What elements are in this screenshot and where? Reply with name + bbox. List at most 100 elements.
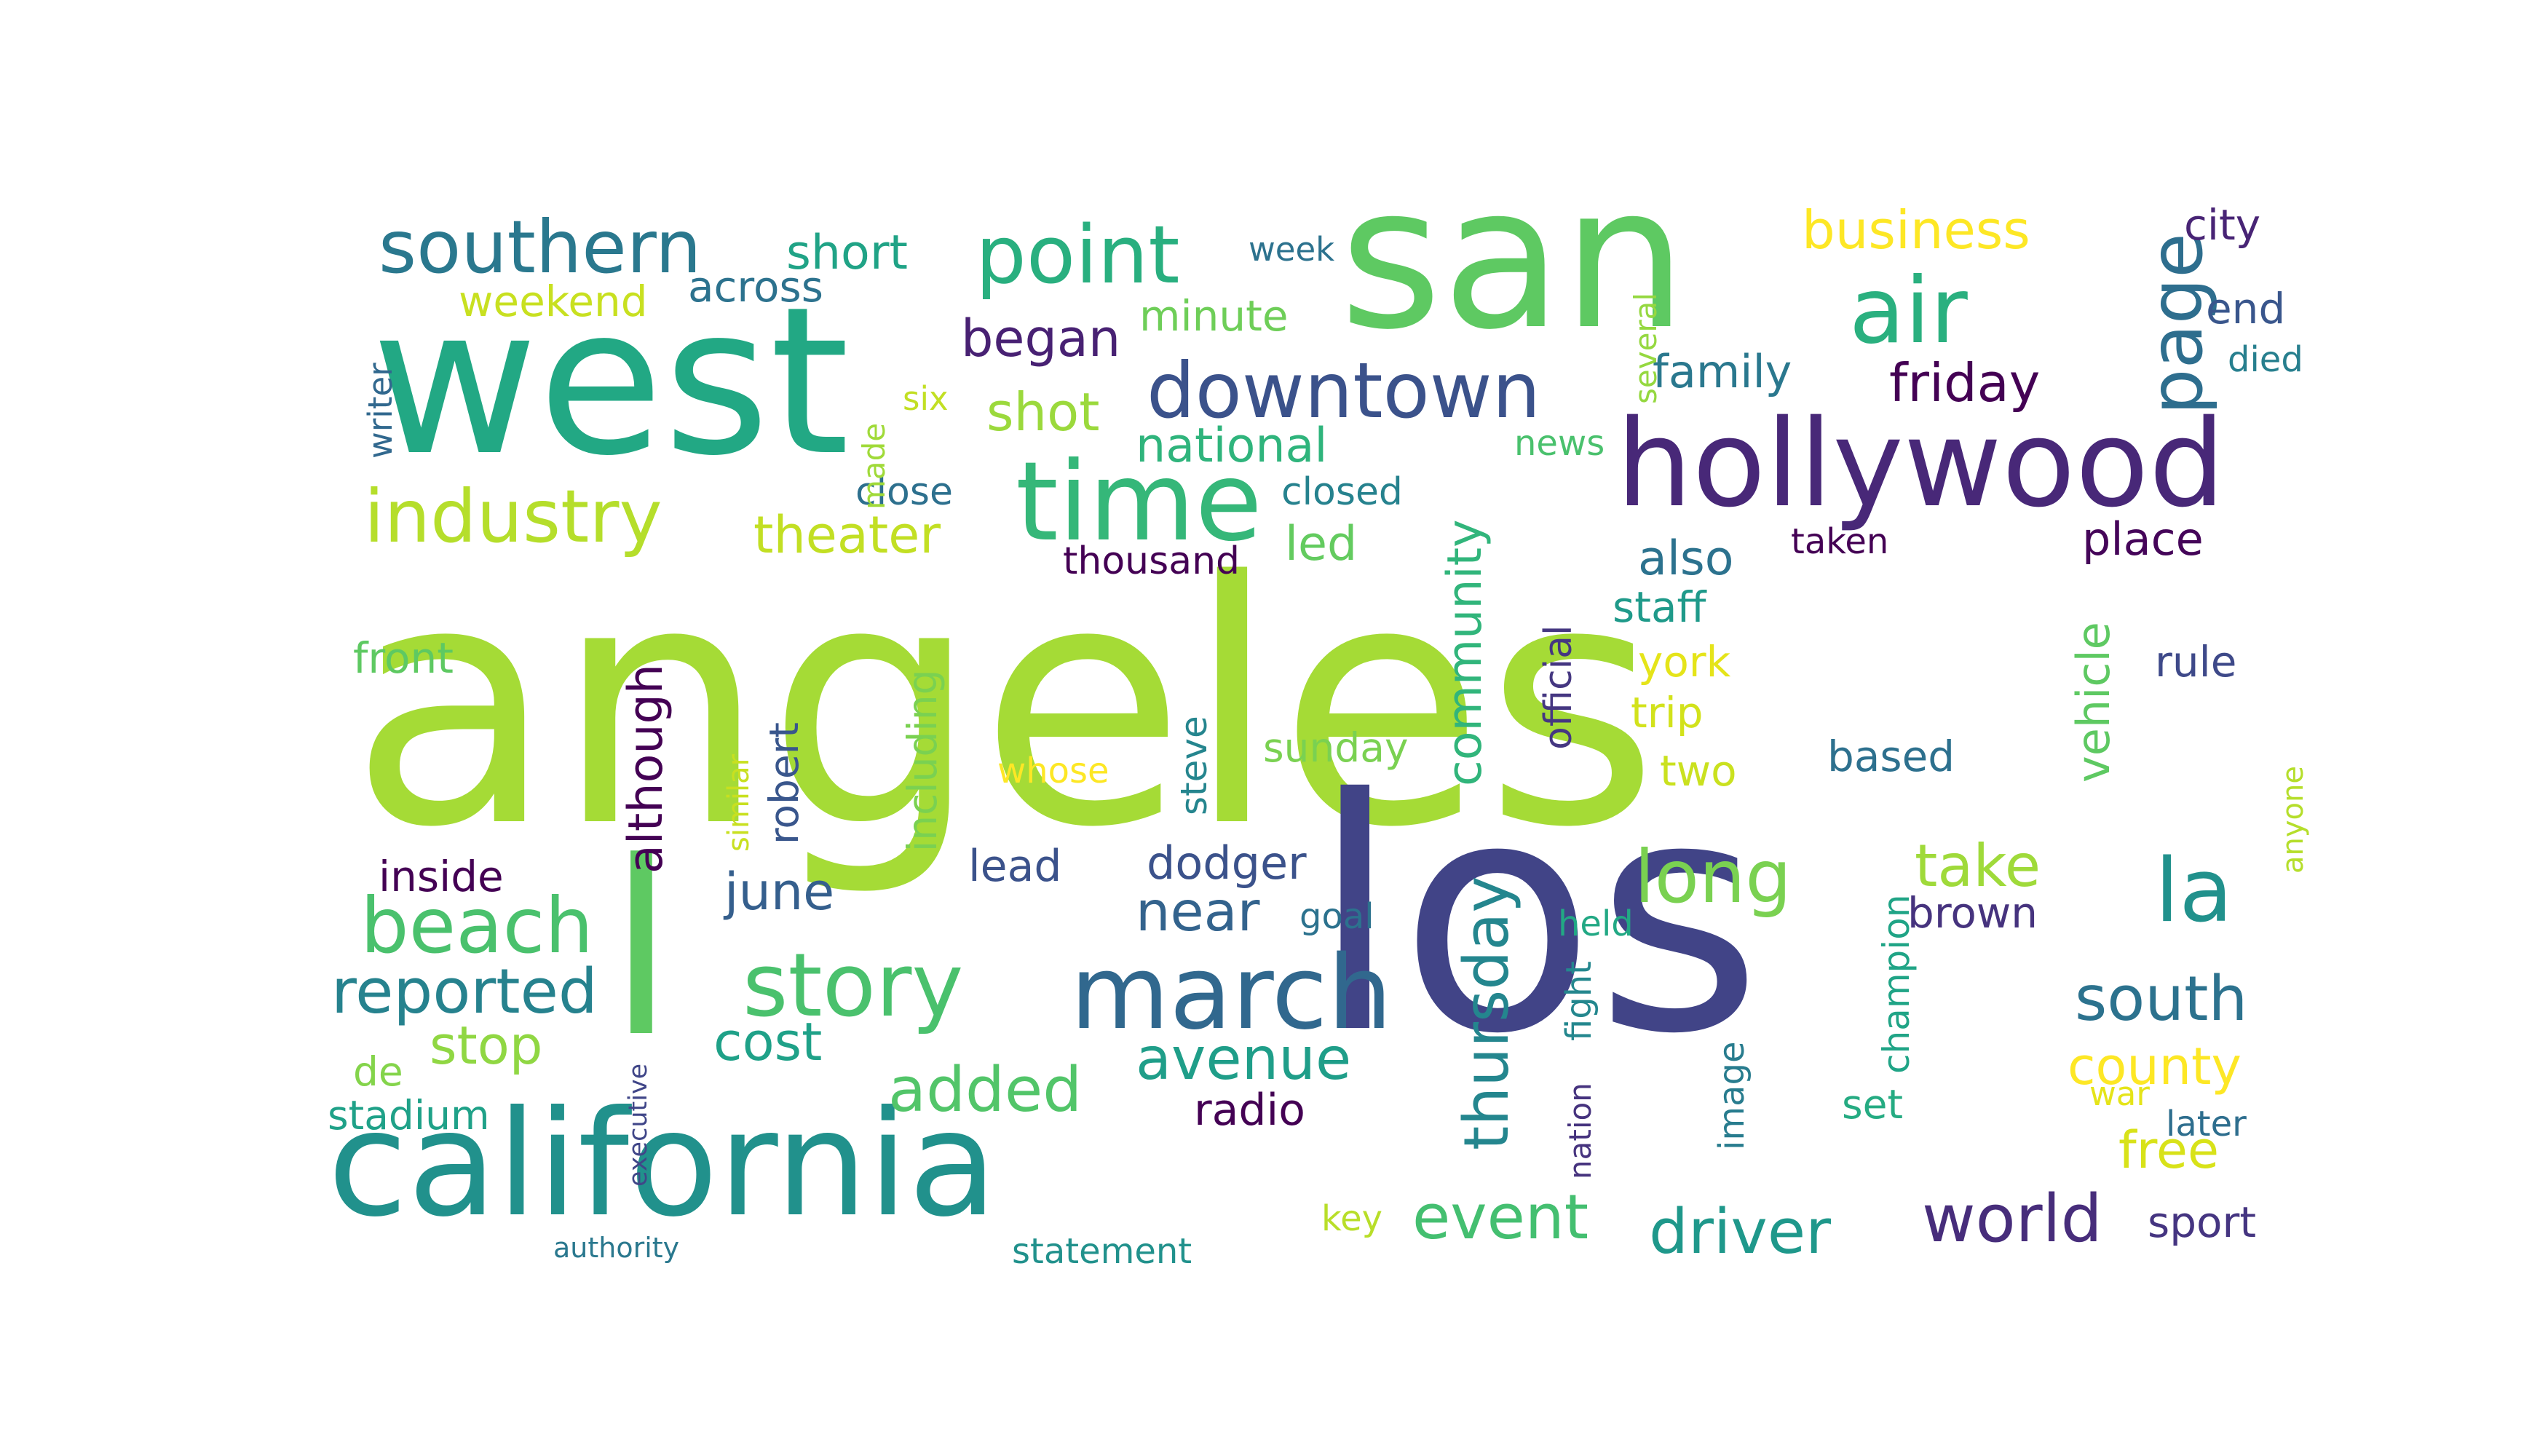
word-dodger: dodger bbox=[1147, 836, 1307, 890]
word-thousand: thousand bbox=[1063, 539, 1241, 583]
word-six: six bbox=[903, 379, 949, 418]
word-long: long bbox=[1634, 834, 1792, 919]
word-statement: statement bbox=[1012, 1231, 1192, 1272]
word-brown: brown bbox=[1907, 888, 2038, 938]
word-march: march bbox=[1070, 934, 1393, 1053]
word-beach: beach bbox=[360, 882, 593, 970]
word-l: l bbox=[608, 810, 675, 1090]
word-june: june bbox=[724, 862, 835, 922]
word-los: los bbox=[1310, 731, 1762, 1104]
word-added: added bbox=[888, 1054, 1083, 1126]
word-staff: staff bbox=[1613, 582, 1706, 632]
word-shot: shot bbox=[986, 381, 1100, 443]
word-closed: closed bbox=[1281, 470, 1403, 514]
word-business: business bbox=[1802, 199, 2030, 261]
word-held: held bbox=[1558, 903, 1634, 944]
word-near: near bbox=[1136, 879, 1260, 943]
word-page: page bbox=[2134, 233, 2219, 415]
word-steve: steve bbox=[1173, 716, 1215, 815]
word-place: place bbox=[2082, 513, 2204, 566]
word-made: made bbox=[856, 422, 892, 510]
word-southern: southern bbox=[379, 205, 702, 290]
word-taken: taken bbox=[1791, 521, 1889, 562]
word-san: san bbox=[1340, 143, 1688, 373]
word-front: front bbox=[353, 633, 454, 683]
word-downtown: downtown bbox=[1147, 347, 1541, 435]
word-de: de bbox=[353, 1048, 403, 1095]
word-event: event bbox=[1412, 1182, 1589, 1254]
word-family: family bbox=[1653, 345, 1792, 398]
word-world: world bbox=[1922, 1181, 2102, 1257]
word-writer: writer bbox=[361, 363, 400, 459]
word-radio: radio bbox=[1194, 1085, 1305, 1136]
word-short: short bbox=[786, 226, 909, 280]
word-california: california bbox=[328, 1080, 998, 1249]
word-died: died bbox=[2228, 339, 2303, 380]
word-executive: executive bbox=[624, 1063, 653, 1187]
word-war: war bbox=[2089, 1075, 2150, 1113]
word-west: west bbox=[371, 264, 850, 501]
word-robert: robert bbox=[761, 722, 807, 844]
word-fight: fight bbox=[1559, 961, 1599, 1041]
word-trip: trip bbox=[1631, 688, 1704, 737]
word-county: county bbox=[2068, 1037, 2242, 1096]
word-across: across bbox=[688, 262, 823, 312]
word-national: national bbox=[1136, 419, 1328, 473]
word-goal: goal bbox=[1299, 896, 1374, 937]
word-hollywood: hollywood bbox=[1616, 394, 2225, 534]
word-including: including bbox=[899, 669, 946, 852]
word-whose: whose bbox=[997, 751, 1109, 791]
word-image: image bbox=[1712, 1041, 1752, 1150]
word-also: also bbox=[1638, 531, 1734, 586]
word-based: based bbox=[1827, 732, 1955, 781]
word-stadium: stadium bbox=[328, 1092, 490, 1139]
word-reported: reported bbox=[331, 956, 598, 1028]
word-stop: stop bbox=[430, 1015, 543, 1076]
word-led: led bbox=[1285, 517, 1358, 571]
word-minute: minute bbox=[1139, 291, 1289, 341]
word-community: community bbox=[1438, 519, 1492, 786]
word-later: later bbox=[2166, 1104, 2247, 1144]
word-la: la bbox=[2155, 841, 2233, 942]
word-york: york bbox=[1638, 637, 1731, 687]
word-take: take bbox=[1915, 832, 2041, 900]
word-vehicle: vehicle bbox=[2067, 622, 2120, 783]
word-air: air bbox=[1849, 258, 1968, 364]
word-industry: industry bbox=[364, 474, 662, 559]
word-news: news bbox=[1514, 423, 1605, 464]
word-city: city bbox=[2184, 200, 2261, 250]
word-thursday: thursday bbox=[1451, 876, 1523, 1150]
word-cost: cost bbox=[713, 1011, 823, 1072]
word-weekend: weekend bbox=[459, 277, 648, 326]
word-began: began bbox=[961, 309, 1121, 368]
word-anyone: anyone bbox=[2276, 766, 2310, 874]
word-avenue: avenue bbox=[1136, 1025, 1352, 1093]
word-driver: driver bbox=[1649, 1196, 1832, 1268]
word-angeles: angeles bbox=[349, 511, 1659, 901]
word-authority: authority bbox=[553, 1232, 680, 1264]
word-several: several bbox=[1628, 292, 1663, 404]
word-friday: friday bbox=[1889, 352, 2041, 414]
word-lead: lead bbox=[968, 841, 1062, 892]
word-south: south bbox=[2075, 963, 2248, 1035]
word-time: time bbox=[1016, 439, 1262, 566]
word-free: free bbox=[2118, 1120, 2220, 1180]
word-set: set bbox=[1842, 1081, 1904, 1128]
word-inside: inside bbox=[379, 852, 504, 901]
word-theater: theater bbox=[753, 505, 941, 565]
word-key: key bbox=[1321, 1198, 1383, 1239]
word-week: week bbox=[1249, 230, 1335, 269]
word-nation: nation bbox=[1562, 1083, 1598, 1179]
word-sunday: sunday bbox=[1263, 724, 1409, 771]
word-two: two bbox=[1660, 746, 1737, 796]
word-although: although bbox=[619, 664, 673, 874]
word-similar: similar bbox=[722, 753, 756, 852]
word-rule: rule bbox=[2155, 637, 2237, 687]
word-point: point bbox=[976, 208, 1180, 301]
word-close: close bbox=[855, 470, 953, 514]
word-official: official bbox=[1537, 625, 1580, 750]
word-story: story bbox=[743, 935, 964, 1037]
word-end: end bbox=[2206, 284, 2286, 333]
word-sport: sport bbox=[2148, 1198, 2257, 1247]
